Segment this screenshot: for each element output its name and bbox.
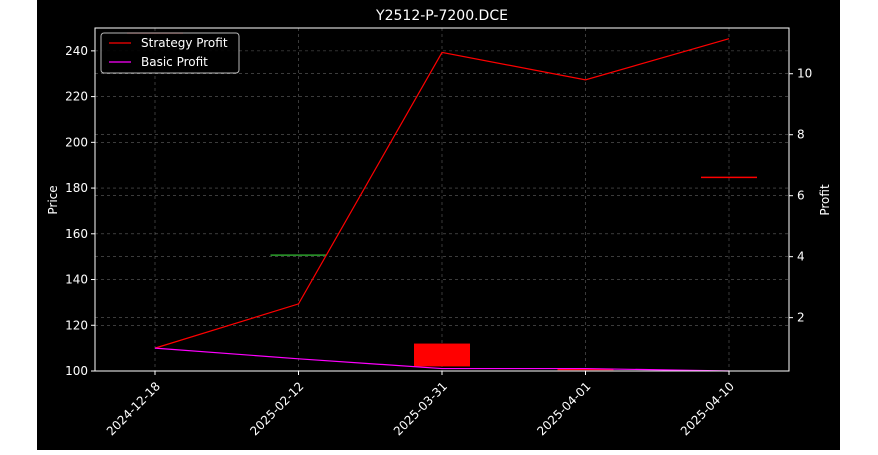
y-tick-label: 140 bbox=[65, 273, 88, 287]
series-line-basic-profit bbox=[154, 347, 730, 372]
plot-frame bbox=[94, 27, 790, 372]
x-tick-label: 2024-12-18 bbox=[104, 379, 163, 438]
y-tick-label: 240 bbox=[65, 44, 88, 58]
x-tick-label: 2025-04-10 bbox=[678, 379, 737, 438]
y2-axis-label: Profit bbox=[818, 184, 832, 216]
y-axis-label: Price bbox=[46, 185, 60, 214]
y2-tick-label: 2 bbox=[797, 311, 805, 325]
y2-tick-label: 8 bbox=[797, 128, 805, 142]
line-layer bbox=[154, 38, 730, 372]
x-tick-label: 2025-03-31 bbox=[391, 379, 450, 438]
x-tick-label: 2025-02-12 bbox=[247, 379, 306, 438]
chart-figure: 2024-12-18 2025-02-12 2025-03-31 2025-04-01… bbox=[37, 0, 840, 450]
legend-label-strategy-profit: Strategy Profit bbox=[141, 36, 228, 50]
y2-tick-label: 6 bbox=[797, 189, 805, 203]
y-tick-label: 220 bbox=[65, 90, 88, 104]
legend: Strategy Profit Basic Profit bbox=[100, 32, 240, 74]
candle-body bbox=[414, 343, 470, 367]
y2-tick-label: 4 bbox=[797, 250, 805, 264]
chart-title: Y2512-P-7200.DCE bbox=[375, 8, 508, 24]
axis-layer: 2024-12-18 2025-02-12 2025-03-31 2025-04-01… bbox=[65, 44, 812, 439]
legend-box bbox=[100, 32, 240, 74]
candle-body bbox=[270, 254, 327, 256]
y-tick-label: 200 bbox=[65, 135, 88, 149]
y-tick-label: 120 bbox=[65, 318, 88, 332]
y-tick-label: 100 bbox=[65, 364, 88, 378]
candle-body bbox=[557, 368, 614, 371]
y-tick-label: 180 bbox=[65, 181, 88, 195]
chart-svg: 2024-12-18 2025-02-12 2025-03-31 2025-04-01… bbox=[46, 8, 832, 439]
legend-label-basic-profit: Basic Profit bbox=[141, 55, 208, 69]
grid-layer bbox=[95, 28, 789, 372]
series-line-strategy-profit bbox=[154, 38, 730, 349]
y2-tick-label: 10 bbox=[797, 67, 812, 81]
x-tick-label: 2025-04-01 bbox=[534, 379, 593, 438]
y-tick-label: 160 bbox=[65, 227, 88, 241]
candle-body bbox=[701, 176, 757, 179]
